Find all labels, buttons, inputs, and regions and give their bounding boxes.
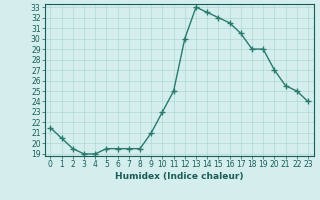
X-axis label: Humidex (Indice chaleur): Humidex (Indice chaleur) xyxy=(115,172,244,181)
